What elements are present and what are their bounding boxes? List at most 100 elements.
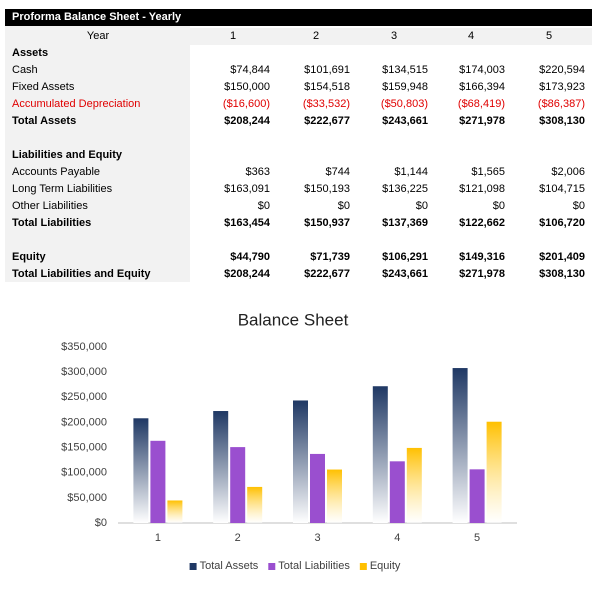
value-cell: $222,677 (304, 115, 350, 127)
row-label: Cash (12, 64, 38, 76)
bar (372, 386, 388, 523)
value-cell: $243,661 (382, 268, 428, 280)
row-label: Long Term Liabilities (12, 183, 113, 195)
y-tick-label: $100,000 (61, 467, 107, 479)
legend-swatch (359, 563, 367, 570)
section-heading: Assets (12, 47, 49, 59)
value-cell: $271,978 (459, 268, 505, 280)
value-cell: $104,715 (539, 183, 585, 195)
bar (167, 500, 183, 523)
value-cell: $173,923 (539, 81, 585, 93)
value-cell: $150,193 (304, 183, 350, 195)
bar (327, 469, 342, 523)
chart: Balance Sheet $0 $50,000 $100,000 $150,000 $… (61, 310, 517, 572)
value-cell: $136,225 (382, 183, 428, 195)
value-cell: $308,130 (539, 115, 585, 127)
chart-title: Balance Sheet (238, 310, 349, 329)
x-tick-label: 3 (314, 532, 320, 544)
value-cell: $0 (257, 200, 270, 212)
row-label: Other Liabilities (12, 200, 88, 212)
legend-label: Total Liabilities (278, 560, 350, 572)
value-cell: $0 (337, 200, 350, 212)
value-cell: $150,937 (304, 217, 350, 229)
value-cell: $222,677 (304, 268, 350, 280)
row-label: Equity (12, 251, 46, 263)
value-cell: ($50,803) (380, 98, 428, 110)
bar (452, 368, 468, 523)
value-cell: $150,000 (224, 81, 270, 93)
column-header: Year (86, 30, 110, 42)
bar (486, 421, 502, 523)
column-header: 5 (545, 30, 553, 42)
value-cell: $154,518 (304, 81, 350, 93)
value-cell: $163,454 (224, 217, 270, 229)
value-cell: $2,006 (551, 166, 585, 178)
legend-swatch (268, 563, 276, 570)
value-cell: ($16,600) (222, 98, 270, 110)
row-label: Accumulated Depreciation (12, 98, 141, 110)
legend-item: Equity (359, 560, 401, 572)
value-cell: $201,409 (539, 251, 585, 263)
value-cell: $166,394 (459, 81, 505, 93)
value-cell: $208,244 (224, 115, 270, 127)
label-column (5, 26, 190, 282)
row-label: Accounts Payable (12, 166, 101, 178)
legend-item: Total Assets (189, 560, 259, 572)
value-cell: $134,515 (382, 64, 428, 76)
table-title: Proforma Balance Sheet - Yearly (12, 11, 182, 23)
value-cell: $1,144 (394, 166, 428, 178)
value-cell: $271,978 (459, 115, 505, 127)
x-tick-label: 4 (394, 532, 400, 544)
row-label: Total Liabilities and Equity (12, 268, 151, 280)
bar (150, 440, 166, 523)
value-cell: $137,369 (382, 217, 428, 229)
column-header: 2 (312, 30, 320, 42)
value-cell: $106,291 (382, 251, 428, 263)
bar (389, 461, 405, 523)
value-cell: $149,316 (459, 251, 505, 263)
value-cell: $0 (492, 200, 505, 212)
bar (133, 418, 149, 523)
x-tick-label: 5 (474, 532, 480, 544)
y-tick-label: $50,000 (67, 492, 107, 504)
header-row (5, 28, 592, 45)
value-cell: $163,091 (224, 183, 270, 195)
y-tick-label: $300,000 (61, 366, 107, 378)
bar (310, 453, 325, 523)
value-cell: $308,130 (539, 268, 585, 280)
row-label: Total Assets (12, 115, 77, 127)
legend-label: Total Assets (200, 560, 259, 572)
y-tick-label: $200,000 (61, 416, 107, 428)
legend-label: Equity (370, 560, 401, 572)
value-cell: $243,661 (382, 115, 428, 127)
value-cell: ($68,419) (457, 98, 505, 110)
value-cell: $363 (245, 166, 270, 178)
row-label: Total Liabilities (12, 217, 92, 229)
balance-sheet: Proforma Balance Sheet - Yearly Year 1 2 3 4 5… (0, 0, 605, 290)
y-tick-label: $150,000 (61, 441, 107, 453)
bar (213, 411, 229, 523)
value-cell: ($86,387) (537, 98, 585, 110)
bar (247, 486, 263, 523)
bar (406, 447, 422, 523)
value-cell: $44,790 (230, 251, 270, 263)
title-bar (5, 9, 592, 26)
x-tick-label: 1 (155, 532, 161, 544)
value-cell: $220,594 (539, 64, 585, 76)
bar (293, 400, 308, 523)
column-header: 1 (229, 30, 237, 42)
bar (469, 469, 485, 523)
value-cell: $0 (415, 200, 428, 212)
x-tick-label: 2 (235, 532, 241, 544)
legend-item: Total Liabilities (268, 560, 350, 572)
column-header: 3 (390, 30, 398, 42)
value-cell: $122,662 (459, 217, 505, 229)
value-cell: $121,098 (459, 183, 505, 195)
y-tick-label: $0 (95, 517, 107, 529)
legend-swatch (189, 563, 197, 570)
value-cell: $744 (325, 166, 350, 178)
value-cell: $1,565 (471, 166, 505, 178)
y-tick-label: $250,000 (61, 391, 107, 403)
row-label: Fixed Assets (12, 81, 75, 93)
